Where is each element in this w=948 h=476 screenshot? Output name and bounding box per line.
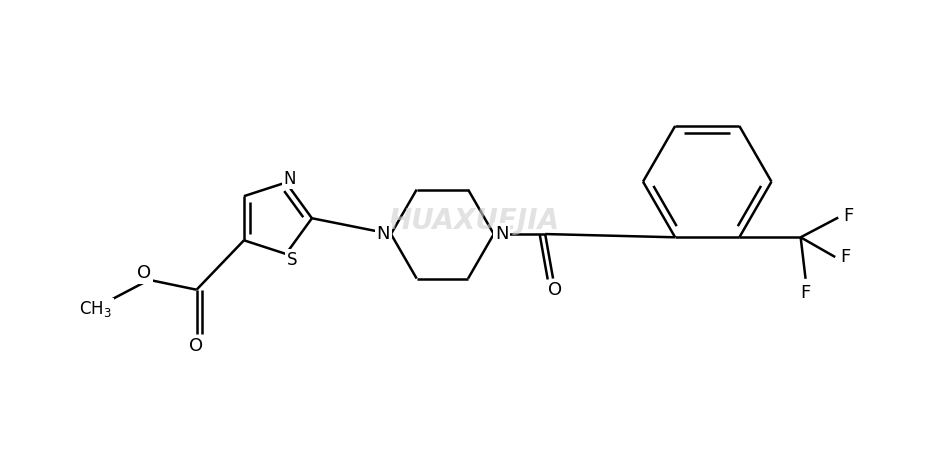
Text: S: S [286,251,297,269]
Text: O: O [137,264,152,282]
Text: O: O [548,281,562,299]
Text: O: O [190,337,204,355]
Text: N: N [376,225,390,243]
Text: HUAXUEJIA: HUAXUEJIA [389,207,559,235]
Text: F: F [800,284,811,302]
Text: F: F [840,248,850,266]
Text: N: N [495,225,508,243]
Text: CH$_3$: CH$_3$ [80,299,112,319]
Text: F: F [843,207,853,225]
Text: N: N [283,169,296,188]
